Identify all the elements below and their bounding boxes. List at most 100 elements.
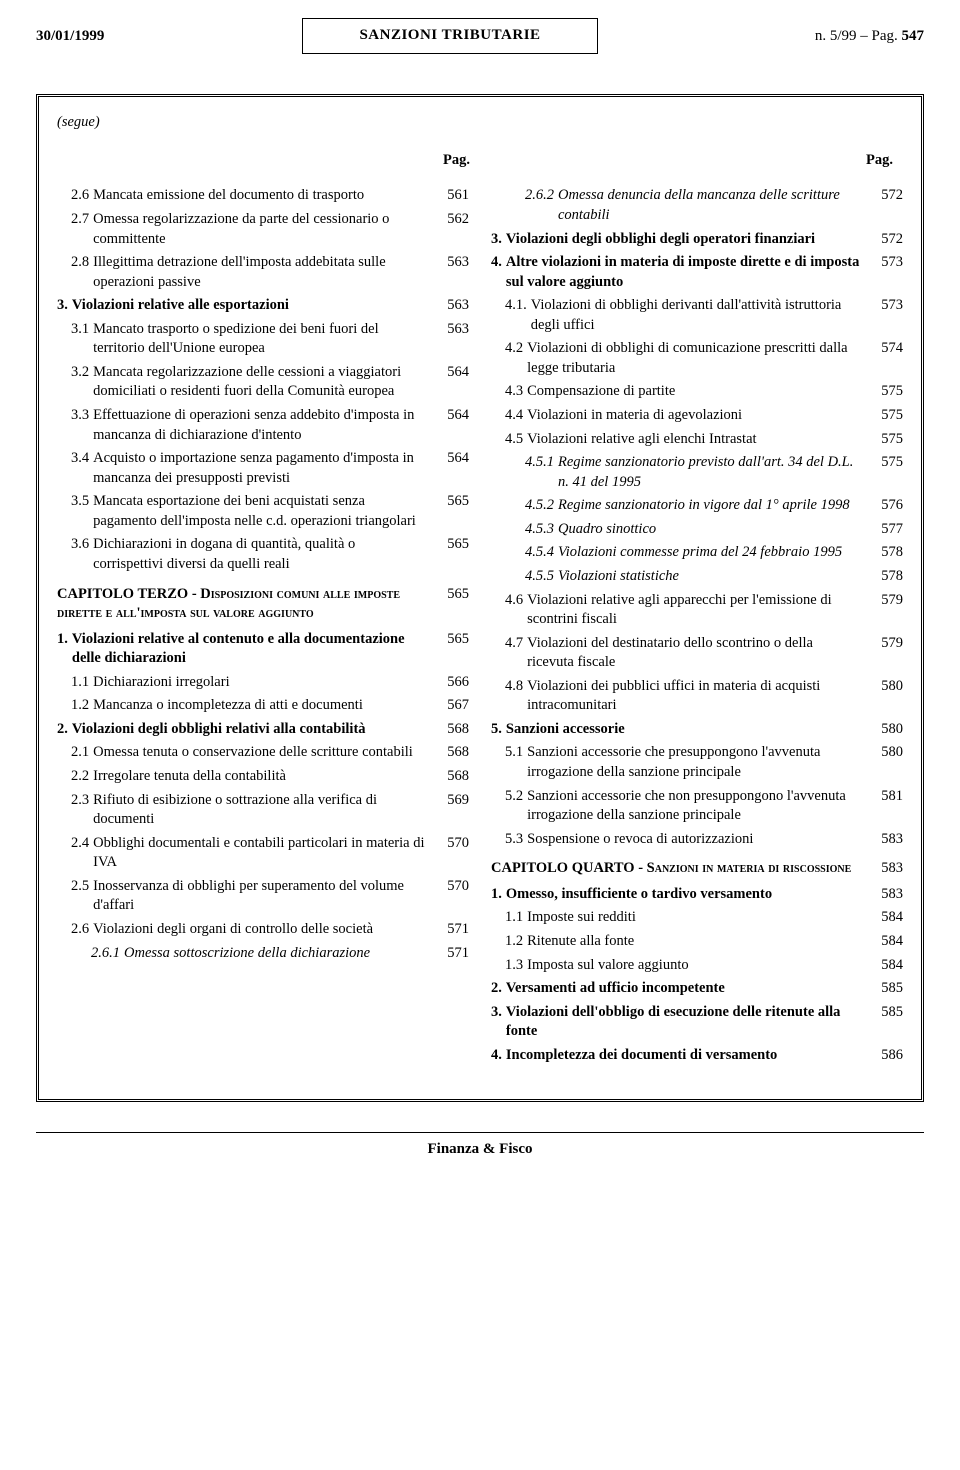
- toc-entry-label: Violazioni di obblighi derivanti dall'at…: [531, 296, 869, 335]
- toc-page-ref: 571: [435, 920, 469, 940]
- toc-entry-label: Sanzioni accessorie che presuppongono l'…: [527, 743, 869, 782]
- toc-entry-number: 3.6: [71, 535, 93, 555]
- toc-chapter-heading: CAPITOLO TERZO - Disposizioni comuni all…: [57, 585, 469, 624]
- toc-entry-number: 3.: [491, 1003, 506, 1023]
- toc-entry-number: 3.3: [71, 406, 93, 426]
- content-frame: (segue) Pag. Pag. 2.6Mancata emissione d…: [36, 94, 924, 1102]
- toc-chapter-label: CAPITOLO QUARTO - Sanzioni in materia di…: [491, 859, 869, 879]
- toc-entry: 4.6Violazioni relative agli apparecchi p…: [491, 591, 903, 630]
- toc-page-ref: 567: [435, 696, 469, 716]
- toc-entry-label: Violazioni del destinatario dello scontr…: [527, 634, 869, 673]
- toc-entry: 4.5.5Violazioni statistiche578: [491, 567, 903, 587]
- toc-page-ref: 584: [869, 908, 903, 928]
- toc-entry: 4.8Violazioni dei pubblici uffici in mat…: [491, 677, 903, 716]
- toc-entry-number: 1.3: [505, 956, 527, 976]
- toc-entry: 3.Violazioni dell'obbligo di esecuzione …: [491, 1003, 903, 1042]
- toc-entry: 3.1Mancato trasporto o spedizione dei be…: [57, 320, 469, 359]
- toc-entry-label: Dichiarazioni in dogana di quantità, qua…: [93, 535, 435, 574]
- toc-columns: 2.6Mancata emissione del documento di tr…: [57, 186, 903, 1069]
- toc-entry: 4.5.2Regime sanzionatorio in vigore dal …: [491, 496, 903, 516]
- toc-entry-number: 4.5.4: [525, 543, 558, 563]
- toc-entry: 3.2Mancata regolarizzazione delle cessio…: [57, 363, 469, 402]
- toc-entry: 4.2Violazioni di obblighi di comunicazio…: [491, 339, 903, 378]
- toc-entry: 4.Altre violazioni in materia di imposte…: [491, 253, 903, 292]
- toc-page-ref: 579: [869, 591, 903, 611]
- toc-entry-number: 3.5: [71, 492, 93, 512]
- toc-entry-label: Violazioni degli obblighi relativi alla …: [72, 720, 435, 740]
- toc-entry: 2.Versamenti ad ufficio incompetente585: [491, 979, 903, 999]
- toc-page-ref: 573: [869, 296, 903, 316]
- toc-entry-label: Sanzioni accessorie: [506, 720, 869, 740]
- toc-entry-number: 4.5.2: [525, 496, 558, 516]
- toc-entry-number: 2.6.2: [525, 186, 558, 206]
- toc-page-ref: 574: [869, 339, 903, 359]
- toc-entry-label: Illegittima detrazione dell'imposta adde…: [93, 253, 435, 292]
- toc-entry-number: 4.3: [505, 382, 527, 402]
- toc-page-ref: 583: [869, 885, 903, 905]
- toc-page-ref: 566: [435, 673, 469, 693]
- toc-entry-label: Violazioni dell'obbligo di esecuzione de…: [506, 1003, 869, 1042]
- toc-entry-label: Mancata esportazione dei beni acquistati…: [93, 492, 435, 531]
- toc-entry-number: 1.1: [71, 673, 93, 693]
- toc-page-ref: 573: [869, 253, 903, 273]
- toc-entry-label: Incompletezza dei documenti di versament…: [506, 1046, 869, 1066]
- toc-page-ref: 583: [869, 859, 903, 879]
- toc-entry-number: 2.7: [71, 210, 93, 230]
- toc-entry: 2.1Omessa tenuta o conservazione delle s…: [57, 743, 469, 763]
- toc-page-ref: 561: [435, 186, 469, 206]
- toc-page-ref: 568: [435, 767, 469, 787]
- toc-entry: 2.6Mancata emissione del documento di tr…: [57, 186, 469, 206]
- toc-entry-number: 4.4: [505, 406, 527, 426]
- toc-entry-label: Compensazione di partite: [527, 382, 869, 402]
- toc-entry-number: 1.2: [505, 932, 527, 952]
- toc-entry-number: 2.: [491, 979, 506, 999]
- toc-entry-label: Versamenti ad ufficio incompetente: [506, 979, 869, 999]
- toc-entry-number: 2.1: [71, 743, 93, 763]
- toc-page-ref: 576: [869, 496, 903, 516]
- toc-entry-number: 4.5.3: [525, 520, 558, 540]
- toc-entry-number: 2.6.1: [91, 944, 124, 964]
- toc-entry-label: Sanzioni accessorie che non presuppongon…: [527, 787, 869, 826]
- toc-page-ref: 570: [435, 834, 469, 854]
- toc-page-ref: 564: [435, 406, 469, 426]
- toc-entry-label: Dichiarazioni irregolari: [93, 673, 435, 693]
- toc-entry: 4.3Compensazione di partite575: [491, 382, 903, 402]
- toc-entry-number: 5.2: [505, 787, 527, 807]
- toc-entry-number: 2.: [57, 720, 72, 740]
- toc-entry-number: 2.2: [71, 767, 93, 787]
- toc-entry-label: Mancato trasporto o spedizione dei beni …: [93, 320, 435, 359]
- toc-entry: 5.3Sospensione o revoca di autorizzazion…: [491, 830, 903, 850]
- toc-entry-number: 4.: [491, 253, 506, 273]
- toc-entry: 1.2Ritenute alla fonte584: [491, 932, 903, 952]
- toc-page-ref: 580: [869, 677, 903, 697]
- toc-entry-label: Rifiuto di esibizione o sottrazione alla…: [93, 791, 435, 830]
- header-issue: n. 5/99 – Pag. 547: [704, 26, 924, 46]
- toc-entry: 1.1Dichiarazioni irregolari566: [57, 673, 469, 693]
- toc-entry: 2.6.2Omessa denuncia della mancanza dell…: [491, 186, 903, 225]
- toc-entry-number: 1.2: [71, 696, 93, 716]
- toc-page-ref: 586: [869, 1046, 903, 1066]
- toc-entry-label: Violazioni commesse prima del 24 febbrai…: [558, 543, 869, 563]
- toc-entry: 3.Violazioni relative alle esportazioni5…: [57, 296, 469, 316]
- toc-entry: 1.3Imposta sul valore aggiunto584: [491, 956, 903, 976]
- toc-entry: 1.1Imposte sui redditi584: [491, 908, 903, 928]
- toc-entry-number: 1.1: [505, 908, 527, 928]
- toc-page-ref: 578: [869, 567, 903, 587]
- toc-entry-number: 2.6: [71, 186, 93, 206]
- toc-page-ref: 575: [869, 453, 903, 473]
- toc-entry-number: 4.1.: [505, 296, 531, 316]
- toc-entry-number: 4.8: [505, 677, 527, 697]
- toc-page-ref: 570: [435, 877, 469, 897]
- toc-page-ref: 571: [435, 944, 469, 964]
- toc-page-ref: 572: [869, 230, 903, 250]
- header-issue-text: n. 5/99 – Pag.: [815, 28, 902, 44]
- toc-page-ref: 565: [435, 535, 469, 555]
- toc-page-ref: 578: [869, 543, 903, 563]
- toc-entry-label: Regime sanzionatorio in vigore dal 1° ap…: [558, 496, 869, 516]
- toc-entry: 2.Violazioni degli obblighi relativi all…: [57, 720, 469, 740]
- toc-page-ref: 585: [869, 1003, 903, 1023]
- toc-entry: 2.3Rifiuto di esibizione o sottrazione a…: [57, 791, 469, 830]
- toc-entry-number: 4.5: [505, 430, 527, 450]
- toc-entry-label: Violazioni degli organi di controllo del…: [93, 920, 435, 940]
- toc-entry-number: 4.6: [505, 591, 527, 611]
